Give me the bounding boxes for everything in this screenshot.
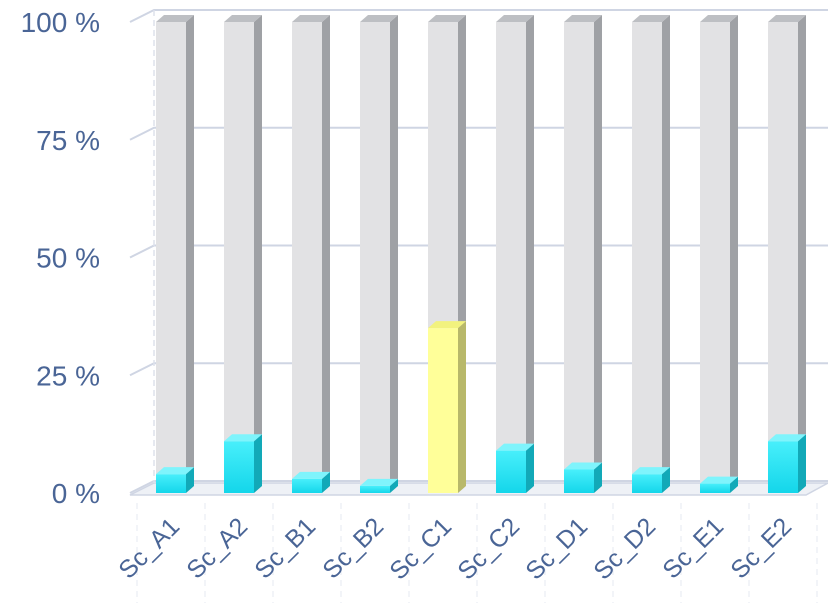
gridline <box>129 126 828 141</box>
bar-segment-lower <box>632 467 670 493</box>
y-axis: 0 % 25 % 50 % 75 % 100 % <box>21 7 100 509</box>
bar-segment-upper <box>292 15 330 479</box>
bar-sc-b1 <box>292 15 330 493</box>
bar-segment-lower <box>292 471 330 493</box>
bar-segment-upper <box>700 15 738 484</box>
bar-segment-lower <box>224 434 262 493</box>
bar-segment-lower <box>496 443 534 493</box>
bar-segment-lower <box>564 462 602 493</box>
bar-segment-upper <box>768 15 806 442</box>
y-tick-label: 0 % <box>52 478 100 509</box>
bar-segment-upper <box>224 15 262 442</box>
x-tick-label: Sc_B2 <box>317 512 389 584</box>
x-tick-label: Sc_D2 <box>588 512 661 585</box>
bar-sc-e2 <box>768 15 806 493</box>
bar-segment-lower <box>768 434 806 493</box>
bar-sc-d2 <box>632 15 670 493</box>
bar-sc-b2 <box>360 15 398 493</box>
bar-sc-a1 <box>156 15 194 493</box>
x-tick-label: Sc_E2 <box>725 512 797 584</box>
bar-segment-lower <box>428 321 466 493</box>
bar-segment-upper <box>496 15 534 451</box>
y-tick-label: 75 % <box>36 125 100 156</box>
x-tick-label: Sc_B1 <box>249 512 321 584</box>
x-tick-label: Sc_E1 <box>657 512 729 584</box>
x-axis: Sc_A1Sc_A2Sc_B1Sc_B2Sc_C1Sc_C2Sc_D1Sc_D2… <box>113 512 797 585</box>
bar-sc-d1 <box>564 15 602 493</box>
bar-sc-e1 <box>700 15 738 493</box>
bar-segment-lower <box>360 478 398 493</box>
y-tick-label: 50 % <box>36 243 100 274</box>
bar-sc-c2 <box>496 15 534 493</box>
bar-sc-a2 <box>224 15 262 493</box>
bar-segment-upper <box>360 15 398 486</box>
x-tick-label: Sc_A2 <box>181 512 253 584</box>
bar-segment-upper <box>428 15 466 329</box>
x-tick-label: Sc_A1 <box>113 512 185 584</box>
bar-sc-c1 <box>428 15 466 493</box>
bar-segment-upper <box>564 15 602 470</box>
x-tick-label: Sc_C1 <box>384 512 457 585</box>
y-tick-label: 25 % <box>36 360 100 391</box>
bar-segment-upper <box>632 15 670 475</box>
x-tick-label: Sc_C2 <box>452 512 525 585</box>
bar-segment-lower <box>156 467 194 493</box>
bar-segment-upper <box>156 15 194 475</box>
x-tick-label: Sc_D1 <box>520 512 593 585</box>
bar-segment-lower <box>700 476 738 493</box>
y-tick-label: 100 % <box>21 7 100 38</box>
bars-layer <box>156 15 806 493</box>
